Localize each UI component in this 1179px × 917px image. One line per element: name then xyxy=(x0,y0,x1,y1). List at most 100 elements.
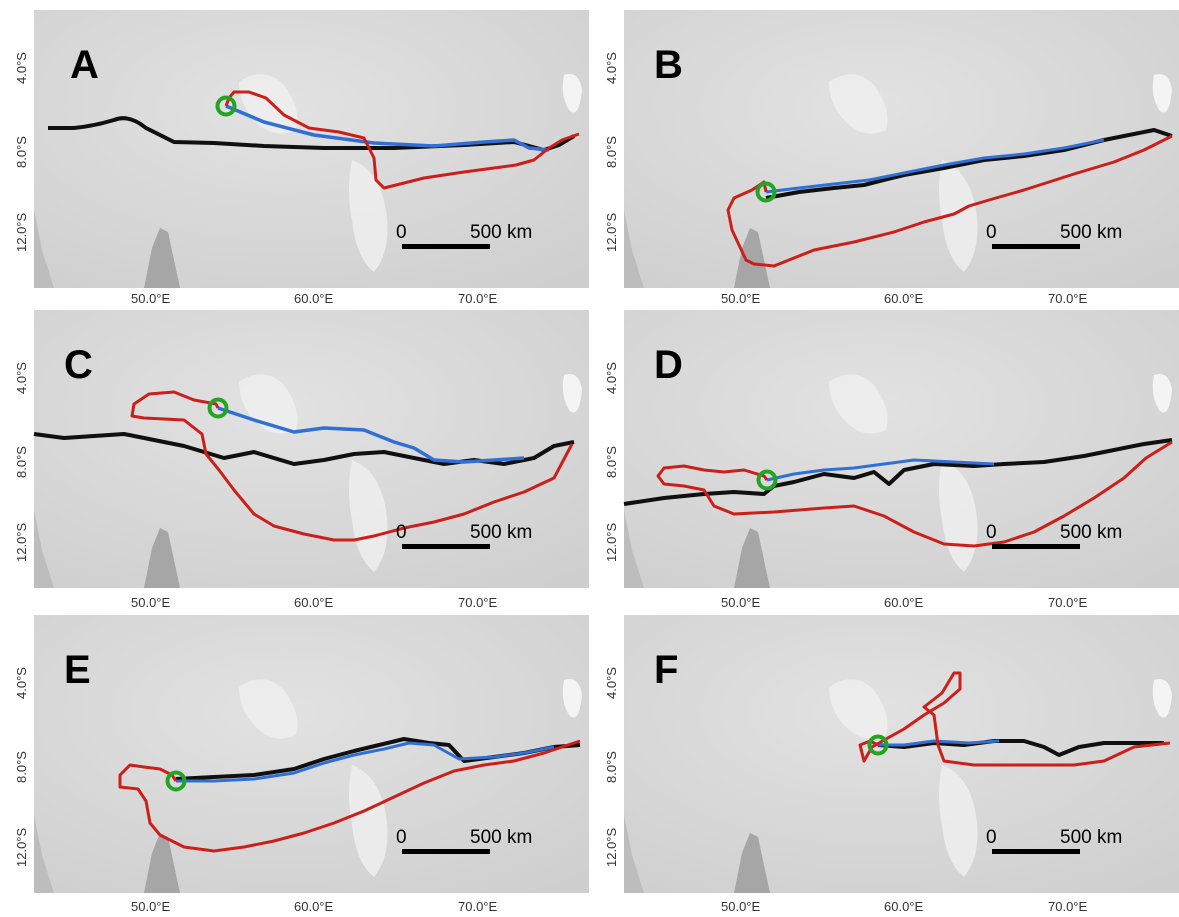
africa-coast xyxy=(34,815,54,893)
black-track xyxy=(33,432,575,466)
red-track xyxy=(656,440,1173,548)
x-tick-label: 70.0°E xyxy=(1048,899,1088,914)
sea-background xyxy=(34,615,589,893)
x-tick-label: 50.0°E xyxy=(721,291,761,306)
x-tick-label: 50.0°E xyxy=(131,595,171,610)
panel-letter: C xyxy=(64,343,93,387)
red-track xyxy=(118,739,581,853)
start-marker xyxy=(207,397,229,419)
scale-bar xyxy=(402,244,490,249)
scale-length-label: 500 km xyxy=(470,522,532,543)
y-tick-label: 4.0°S xyxy=(14,52,29,84)
africa-coast xyxy=(624,815,644,893)
blue-track xyxy=(878,739,1000,747)
madagascar-land xyxy=(734,228,770,288)
scale-zero-label: 0 xyxy=(396,522,407,543)
x-tick-label: 60.0°E xyxy=(294,595,334,610)
scale-zero-label: 0 xyxy=(986,522,997,543)
scale-length-label: 500 km xyxy=(1060,222,1122,243)
scale-bar xyxy=(992,849,1080,854)
y-tick-label: 8.0°S xyxy=(604,446,619,478)
madagascar-land xyxy=(734,833,770,893)
mascarene-plateau xyxy=(349,765,388,877)
sea-background xyxy=(624,615,1179,893)
scale-bar xyxy=(992,244,1080,249)
x-tick-label: 70.0°E xyxy=(1048,595,1088,610)
start-marker xyxy=(867,734,889,756)
y-tick-label: 12.0°S xyxy=(14,212,29,252)
y-tick-label: 8.0°S xyxy=(14,136,29,168)
map-panel-f: F 0 500 km xyxy=(624,615,1179,893)
x-tick-label: 60.0°E xyxy=(294,899,334,914)
red-track xyxy=(130,390,574,542)
africa-coast xyxy=(34,510,54,588)
x-tick-label: 60.0°E xyxy=(884,899,924,914)
africa-coast xyxy=(34,210,54,288)
scale-bar xyxy=(992,544,1080,549)
blue-track xyxy=(766,458,995,482)
chagos-archipelago xyxy=(1152,74,1172,113)
x-tick-label: 70.0°E xyxy=(1048,291,1088,306)
chagos-archipelago xyxy=(1152,679,1172,718)
scale-zero-label: 0 xyxy=(986,222,997,243)
y-tick-label: 4.0°S xyxy=(604,52,619,84)
africa-coast xyxy=(624,510,644,588)
scale-zero-label: 0 xyxy=(396,827,407,848)
y-tick-label: 12.0°S xyxy=(604,212,619,252)
panel-letter: E xyxy=(64,648,91,692)
start-marker xyxy=(756,469,778,491)
map-panel-c: C 0 500 km xyxy=(33,310,589,588)
madagascar-land xyxy=(144,528,180,588)
y-tick-label: 8.0°S xyxy=(604,751,619,783)
scale-length-label: 500 km xyxy=(1060,522,1122,543)
panel-letter: F xyxy=(654,648,678,692)
blue-track xyxy=(765,138,1105,194)
scale-length-label: 500 km xyxy=(1060,827,1122,848)
black-track xyxy=(765,128,1173,200)
mascarene-plateau xyxy=(939,765,978,877)
y-tick-label: 8.0°S xyxy=(604,136,619,168)
scale-length-label: 500 km xyxy=(470,827,532,848)
x-tick-label: 50.0°E xyxy=(131,899,171,914)
start-marker xyxy=(215,95,237,117)
sea-background xyxy=(624,10,1179,288)
scale-bar xyxy=(402,849,490,854)
scale-length-label: 500 km xyxy=(470,222,532,243)
scale-bar xyxy=(402,544,490,549)
x-tick-label: 60.0°E xyxy=(294,291,334,306)
x-tick-label: 70.0°E xyxy=(458,595,498,610)
panel-letter: B xyxy=(654,43,683,87)
scale-zero-label: 0 xyxy=(396,222,407,243)
chagos-archipelago xyxy=(562,679,582,718)
panel-letter: A xyxy=(70,43,99,87)
map-panel-d: D 0 500 km xyxy=(623,310,1179,588)
black-track xyxy=(48,116,576,152)
x-tick-label: 70.0°E xyxy=(458,899,498,914)
y-tick-label: 12.0°S xyxy=(14,522,29,562)
blue-track xyxy=(225,104,550,152)
y-tick-label: 12.0°S xyxy=(604,522,619,562)
y-tick-label: 8.0°S xyxy=(14,751,29,783)
start-marker xyxy=(165,770,187,792)
black-track xyxy=(623,438,1173,506)
seychelles-bank xyxy=(829,679,888,739)
seychelles-bank xyxy=(829,374,888,434)
scale-zero-label: 0 xyxy=(986,827,997,848)
sea-background xyxy=(34,310,589,588)
x-tick-label: 60.0°E xyxy=(884,595,924,610)
x-tick-label: 70.0°E xyxy=(458,291,498,306)
map-panel-e: E 0 500 km xyxy=(34,615,589,893)
seychelles-bank xyxy=(829,74,888,134)
y-tick-label: 4.0°S xyxy=(604,667,619,699)
red-track xyxy=(224,90,580,190)
red-track xyxy=(858,671,1171,767)
black-track xyxy=(877,739,1164,757)
y-tick-label: 8.0°S xyxy=(14,446,29,478)
start-marker xyxy=(755,181,777,203)
panel-letter: D xyxy=(654,343,683,387)
red-track xyxy=(726,134,1173,268)
y-tick-label: 12.0°S xyxy=(14,827,29,867)
y-tick-label: 4.0°S xyxy=(14,667,29,699)
chagos-archipelago xyxy=(562,374,582,413)
